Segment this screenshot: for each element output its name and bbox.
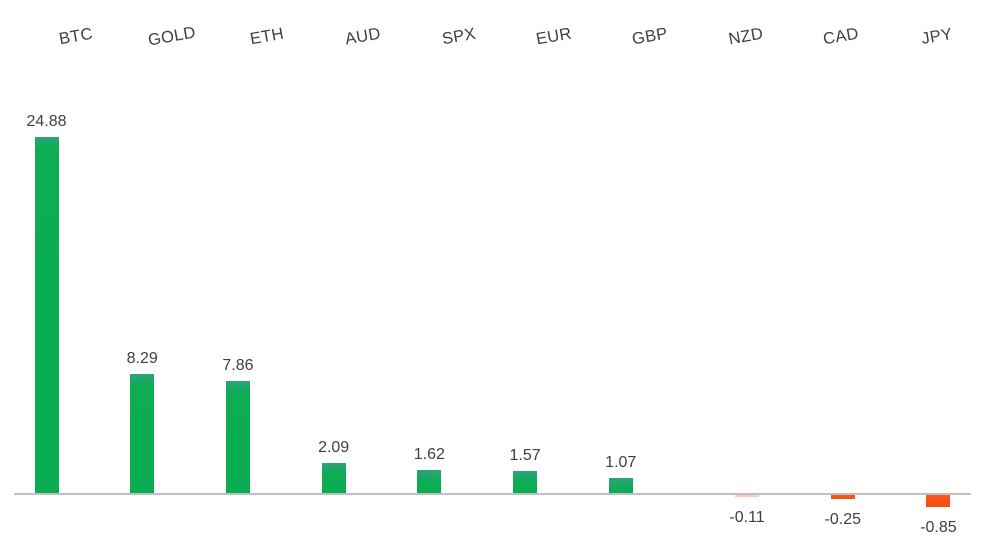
- value-label-btc: 24.88: [26, 113, 67, 130]
- bar-spx: [417, 470, 442, 493]
- bar-nzd: [735, 495, 760, 497]
- value-label-aud: 2.09: [318, 439, 350, 456]
- category-label-aud: AUD: [343, 24, 383, 49]
- bar-gbp: [608, 478, 633, 493]
- value-label-gold: 8.29: [126, 350, 158, 367]
- bar-cad: [830, 495, 855, 499]
- bar-btc: [34, 137, 59, 493]
- category-label-gbp: GBP: [630, 24, 670, 49]
- bar-eth: [225, 381, 250, 493]
- bar-aud: [321, 463, 346, 493]
- value-label-eth: 7.86: [222, 357, 254, 374]
- value-label-gbp: 1.07: [605, 454, 637, 471]
- value-label-jpy: -0.85: [920, 519, 957, 536]
- category-label-eth: ETH: [248, 24, 286, 49]
- category-label-nzd: NZD: [726, 24, 765, 49]
- category-label-btc: BTC: [57, 24, 95, 49]
- bar-eur: [513, 471, 538, 493]
- value-label-eur: 1.57: [509, 447, 541, 464]
- category-label-cad: CAD: [822, 24, 861, 49]
- value-label-spx: 1.62: [413, 446, 445, 463]
- value-label-cad: -0.25: [824, 511, 861, 528]
- category-label-eur: EUR: [535, 24, 574, 49]
- x-axis-line: [14, 493, 971, 495]
- value-label-nzd: -0.11: [729, 509, 765, 526]
- category-label-gold: GOLD: [146, 23, 197, 50]
- category-label-spx: SPX: [440, 24, 477, 49]
- category-label-jpy: JPY: [920, 24, 954, 49]
- bar-gold: [130, 374, 155, 493]
- bar-jpy: [926, 495, 951, 507]
